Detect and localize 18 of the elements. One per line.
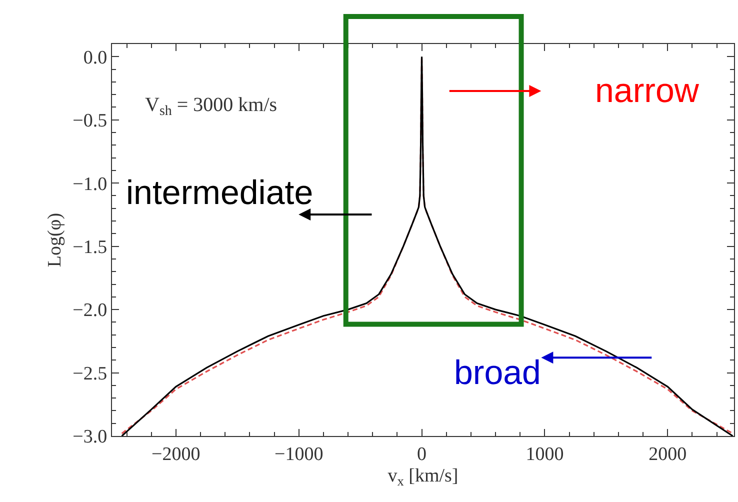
x-tick-label: 1000 xyxy=(526,444,564,465)
annotation: broad xyxy=(454,354,541,392)
x-tick-label: 0 xyxy=(417,444,427,465)
x-axis-title: v$_{x}$ [km/s] xyxy=(388,466,458,489)
y-tick-label: −1.5 xyxy=(72,236,108,258)
y-axis-title: Log(φ) xyxy=(44,212,66,268)
x-tick-label: −2000 xyxy=(152,444,200,465)
annotation: V$_{sh}$ = 3000 km/s xyxy=(145,94,278,120)
y-tick-label: −1.0 xyxy=(72,174,108,195)
x-tick-label: −1000 xyxy=(274,444,324,465)
y-tick-label: −2.0 xyxy=(72,300,108,322)
y-tick-label: 0.0 xyxy=(83,47,108,68)
x-tick-label: 2000 xyxy=(648,444,687,465)
annotation: narrow xyxy=(595,72,700,110)
y-tick-label: −3.0 xyxy=(72,426,108,448)
annotation: intermediate xyxy=(126,174,314,212)
y-tick-label: −0.5 xyxy=(72,110,108,132)
y-tick-label: −2.5 xyxy=(72,363,108,384)
